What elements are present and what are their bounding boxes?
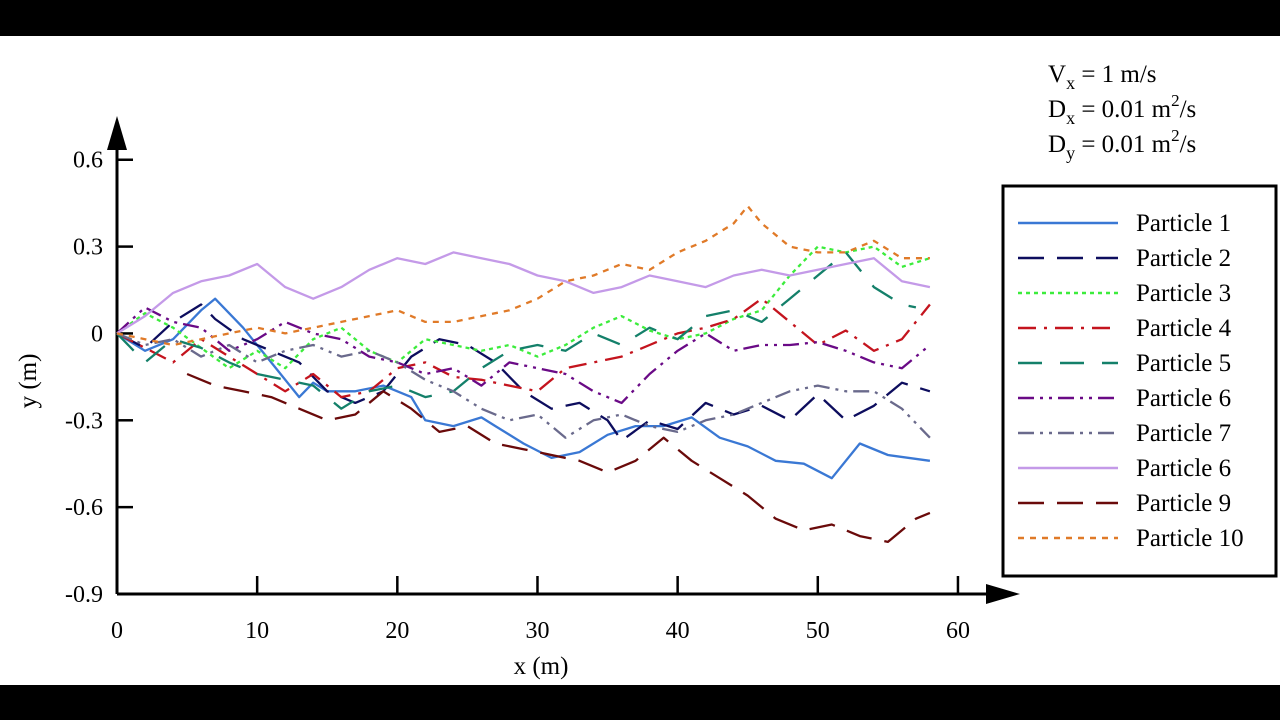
legend-label: Particle 3 <box>1136 280 1231 307</box>
legend-label: Particle 2 <box>1136 245 1231 272</box>
legend-label: Particle 1 <box>1136 210 1231 237</box>
param-line: Dy = 0.01 m2/s <box>1048 126 1196 163</box>
axes: 0 10 20 30 40 50 60 -0.9 -0.6 -0.3 0 0.3 0.6 x (m) y (… <box>15 116 1020 680</box>
legend-label: Particle 10 <box>1136 525 1244 552</box>
legend-label: Particle 6 <box>1136 455 1231 482</box>
series-group <box>116 204 931 544</box>
legend: Particle 1 Particle 2 Particle 3 Particle 4… <box>1001 184 1278 578</box>
y-tick-label: 0.6 <box>73 148 103 174</box>
y-tick-label: 0.3 <box>73 235 103 261</box>
y-tick-label: -0.9 <box>65 582 103 608</box>
x-tick-label: 0 <box>111 618 123 644</box>
series-line-9 <box>186 372 931 544</box>
series-line-10 <box>116 204 930 347</box>
param-line: Dx = 0.01 m2/s <box>1048 91 1196 128</box>
x-tick-label: 30 <box>525 618 549 644</box>
series-line-3 <box>116 245 931 370</box>
legend-label: Particle 9 <box>1136 490 1231 517</box>
y-axis-arrow <box>107 116 127 150</box>
legend-label: Particle 4 <box>1136 315 1232 342</box>
y-tick-label: -0.3 <box>65 408 103 434</box>
legend-label: Particle 7 <box>1136 420 1231 447</box>
series-line-7 <box>116 332 931 439</box>
series-line-4 <box>116 297 931 399</box>
series-line-2 <box>116 303 931 442</box>
series-line-8 <box>116 251 931 335</box>
x-axis-arrow <box>986 584 1020 604</box>
x-tick-label: 10 <box>245 618 269 644</box>
legend-label: Particle 6 <box>1136 385 1231 412</box>
x-axis-label: x (m) <box>514 653 569 680</box>
series-line-6 <box>116 306 931 405</box>
x-tick-label: 60 <box>946 618 970 644</box>
parameter-annotation: Vx = 1 m/sDx = 0.01 m2/sDy = 0.01 m2/s <box>1048 61 1196 163</box>
legend-label: Particle 5 <box>1136 350 1231 377</box>
y-tick-label: -0.6 <box>65 495 103 521</box>
x-tick-label: 40 <box>666 618 690 644</box>
y-axis-label: y (m) <box>15 354 42 409</box>
series-line-5 <box>116 251 917 410</box>
x-tick-label: 20 <box>385 618 409 644</box>
y-tick-label: 0 <box>91 321 103 347</box>
param-line: Vx = 1 m/s <box>1048 61 1157 93</box>
legend-box <box>1001 184 1278 578</box>
series-line-1 <box>116 297 931 480</box>
x-tick-label: 50 <box>806 618 830 644</box>
